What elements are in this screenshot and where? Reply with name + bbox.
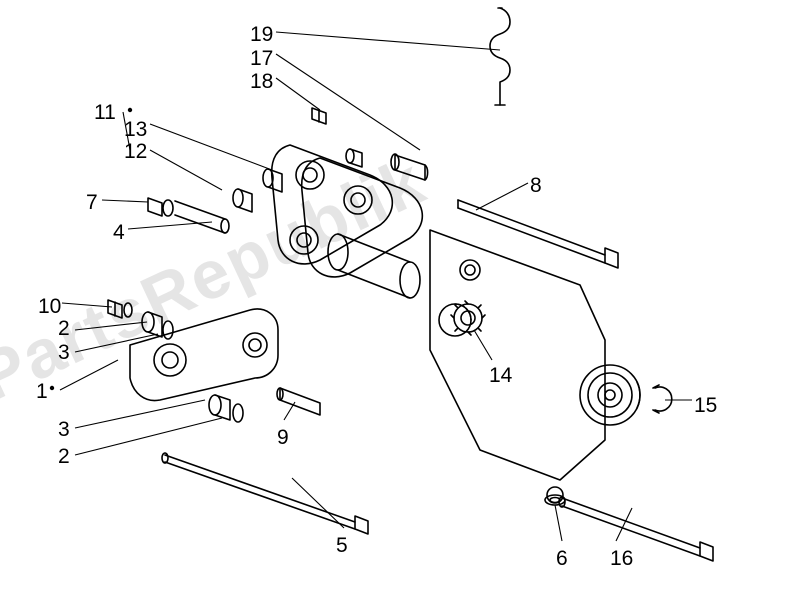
callout-9: 9 xyxy=(277,426,289,450)
leader-lines xyxy=(0,0,800,600)
callout-1: 1 xyxy=(36,380,48,404)
callout-2: 2 xyxy=(58,445,70,469)
callout-13: 13 xyxy=(124,118,147,142)
callout-12: 12 xyxy=(124,140,147,164)
callout-19: 19 xyxy=(250,23,273,47)
callout-14: 14 xyxy=(489,364,512,388)
callout-8: 8 xyxy=(530,174,542,198)
callout-10: 10 xyxy=(38,295,61,319)
callout-7: 7 xyxy=(86,191,98,215)
callout-3: 3 xyxy=(58,341,70,365)
callout-4: 4 xyxy=(113,221,125,245)
diagram-container: 1223345678910111213141516171819 xyxy=(0,0,800,600)
callout-6: 6 xyxy=(556,547,568,571)
callout-3: 3 xyxy=(58,418,70,442)
callout-17: 17 xyxy=(250,47,273,71)
callout-2: 2 xyxy=(58,317,70,341)
callout-15: 15 xyxy=(694,394,717,418)
callout-5: 5 xyxy=(336,534,348,558)
callout-11: 11 xyxy=(94,101,116,125)
callout-16: 16 xyxy=(610,547,633,571)
callout-18: 18 xyxy=(250,70,273,94)
